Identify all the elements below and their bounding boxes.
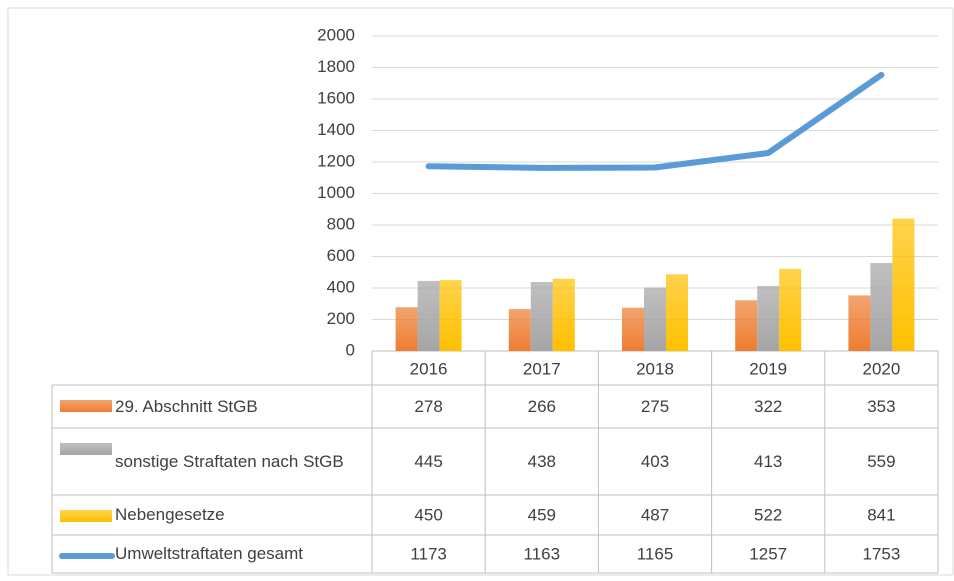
y-tick-label: 0: [346, 340, 355, 359]
bar: [779, 268, 802, 351]
x-tick-label: 2017: [523, 359, 561, 378]
bar: [530, 282, 553, 351]
table-value: 1173: [410, 544, 447, 563]
table-value: 438: [528, 452, 556, 471]
bar: [439, 280, 462, 351]
legend-key: [60, 400, 112, 412]
bar: [735, 300, 758, 351]
table-value: 522: [754, 505, 782, 524]
x-tick-label: 2020: [862, 359, 900, 378]
chart-frame: [7, 7, 954, 576]
table-value: 353: [867, 397, 895, 416]
table-value: 275: [641, 397, 669, 416]
table-value: 266: [528, 397, 556, 416]
bar: [892, 218, 915, 351]
legend-key: [60, 443, 112, 455]
table-value: 559: [867, 452, 895, 471]
legend-label: 29. Abschnitt StGB: [115, 396, 258, 416]
legend-key: [60, 510, 112, 522]
bar: [644, 287, 666, 351]
legend-label: Nebengesetze: [115, 505, 225, 524]
x-tick-label: 2016: [410, 359, 448, 378]
line-series: [425, 71, 885, 171]
bar: [848, 295, 871, 351]
y-tick-label: 1200: [317, 151, 355, 170]
table-value: 459: [528, 505, 556, 524]
bar: [622, 307, 644, 351]
table-value: 1163: [524, 544, 561, 563]
legend-label: sonstige Straftaten nach StGB: [115, 451, 344, 471]
table-value: 487: [641, 505, 669, 524]
table-value: 322: [754, 397, 782, 416]
bar: [508, 309, 531, 351]
bar: [757, 285, 780, 351]
x-tick-label: 2018: [636, 359, 674, 378]
y-tick-label: 800: [327, 214, 355, 233]
bar: [417, 280, 440, 351]
y-tick-label: 1800: [317, 57, 355, 76]
bar: [552, 278, 575, 351]
table-value: 1257: [749, 544, 787, 563]
bar: [870, 262, 893, 351]
y-tick-label: 400: [327, 277, 355, 296]
table-value: 1753: [862, 544, 900, 563]
legend-label: Umweltstraftaten gesamt: [115, 544, 304, 563]
y-tick-label: 200: [327, 309, 355, 328]
table-value: 445: [414, 452, 442, 471]
x-tick-label: 2019: [749, 359, 787, 378]
table-value: 450: [414, 505, 442, 524]
table-value: 278: [414, 397, 442, 416]
table-value: 413: [754, 452, 782, 471]
bar: [666, 274, 688, 351]
table-value: 403: [641, 452, 669, 471]
table-value: 841: [867, 505, 895, 524]
y-tick-label: 2000: [317, 25, 355, 44]
bar: [395, 307, 418, 351]
table-value: 1165: [637, 544, 674, 563]
y-tick-label: 1000: [317, 183, 355, 202]
y-tick-label: 600: [327, 246, 355, 265]
y-tick-label: 1400: [317, 120, 355, 139]
y-tick-label: 1600: [317, 88, 355, 107]
